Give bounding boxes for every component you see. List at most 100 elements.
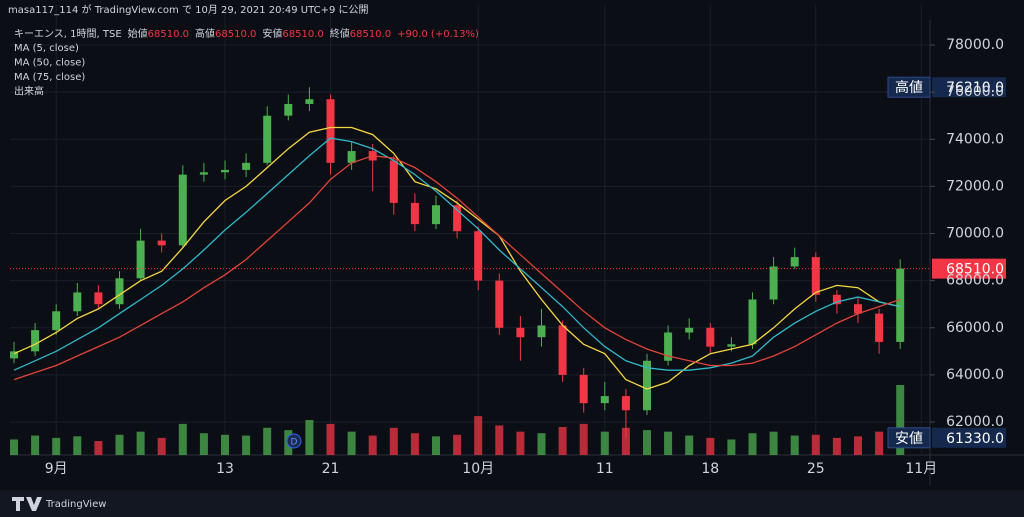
dividend-icon[interactable] xyxy=(286,433,302,449)
volume-bar xyxy=(136,431,145,455)
volume-bar xyxy=(305,420,314,455)
x-tick-label: 21 xyxy=(322,461,340,477)
ohlc-value: 68510.0 xyxy=(148,29,189,40)
candle-body xyxy=(790,257,799,267)
volume-bar xyxy=(643,430,651,455)
candle-body xyxy=(727,344,736,347)
volume-bar xyxy=(199,433,208,455)
y-tick-label: 78000.0 xyxy=(946,37,1004,53)
candle-body xyxy=(305,99,314,104)
ohlc-label: 始値 xyxy=(128,27,148,40)
volume-bar xyxy=(558,427,567,455)
ma-line xyxy=(13,137,901,371)
volume-bar xyxy=(875,431,884,455)
candle-body xyxy=(854,304,862,314)
footer-bar xyxy=(0,490,1024,517)
candle-body xyxy=(73,292,82,312)
volume-bar xyxy=(685,435,694,455)
volume-bar xyxy=(495,425,504,455)
footer-text: TradingView xyxy=(45,499,106,510)
marker-name: 安値 xyxy=(895,431,923,447)
x-tick-label: 18 xyxy=(701,461,719,477)
candle-body xyxy=(136,240,145,279)
candle-body xyxy=(52,311,61,331)
candle-body xyxy=(579,374,588,404)
y-tick-label: 72000.0 xyxy=(946,178,1004,194)
marker-value: 76210.0 xyxy=(946,80,1004,96)
candle-body xyxy=(453,205,462,232)
volume-bar xyxy=(537,433,546,455)
volume-bar xyxy=(769,431,778,455)
candle-body xyxy=(537,325,546,338)
volume-bar xyxy=(115,434,124,455)
marker-value: 61330.0 xyxy=(946,431,1004,447)
volume-bar xyxy=(854,436,862,455)
volume-bar xyxy=(432,436,440,455)
candle-body xyxy=(115,278,124,305)
x-tick-label: 9月 xyxy=(45,461,68,477)
candle-body xyxy=(389,160,398,203)
y-tick-label: 62000.0 xyxy=(946,414,1004,430)
header: masa117_114 が TradingView.com で 10月 29, … xyxy=(8,3,369,16)
ohlc-label: 高値 xyxy=(195,27,215,40)
volume-bar xyxy=(811,434,820,455)
dividend[interactable]: D xyxy=(286,433,302,449)
volume-bar xyxy=(453,434,462,455)
y-tick-label: 66000.0 xyxy=(946,320,1004,336)
ma-line xyxy=(13,155,901,381)
x-tick-label: 10月 xyxy=(462,461,494,477)
legend-entry: MA (5, close) xyxy=(14,43,79,54)
candle-body xyxy=(326,99,335,163)
volume-bar xyxy=(73,436,82,455)
volume-bar xyxy=(347,431,356,455)
candle-body xyxy=(811,257,820,295)
candle-body xyxy=(600,396,609,404)
y-tick-label: 64000.0 xyxy=(946,367,1004,383)
logo xyxy=(12,497,42,511)
candle-body xyxy=(769,266,778,300)
volume-bar xyxy=(516,431,525,455)
volume-bar xyxy=(389,427,398,455)
candle-body xyxy=(706,327,715,347)
candle-body xyxy=(875,313,884,342)
volume-bar xyxy=(221,434,229,455)
candle-body xyxy=(748,299,757,345)
symbol: キーエンス, 1時間, TSE xyxy=(14,28,122,40)
volume-bar xyxy=(52,437,61,455)
marker-name-box xyxy=(887,427,931,449)
y-tick-label: 74000.0 xyxy=(946,131,1004,147)
volume-bar xyxy=(579,423,588,455)
candle-body xyxy=(10,351,18,359)
candle-body xyxy=(558,325,567,375)
volume-bar xyxy=(410,433,419,455)
volume-bar xyxy=(157,437,166,455)
volume-bar xyxy=(31,435,40,455)
volume-bar xyxy=(474,416,483,455)
candle-body xyxy=(495,280,504,328)
candle-body xyxy=(832,294,841,305)
volume-bar xyxy=(326,423,335,455)
volume-bar xyxy=(178,423,187,455)
dividend-label[interactable]: D xyxy=(291,438,298,448)
candle-body xyxy=(242,162,251,170)
marker-value-box xyxy=(932,427,1006,448)
candle-body xyxy=(410,202,419,225)
last-price-box xyxy=(932,258,1006,279)
volume-bar xyxy=(706,437,715,455)
legend-entry: MA (50, close) xyxy=(14,58,85,69)
candle-body xyxy=(284,103,293,116)
legend-entry: MA (75, close) xyxy=(14,72,85,83)
candle-body xyxy=(896,268,905,342)
ohlc-label: 終値 xyxy=(330,27,350,40)
volume-bar xyxy=(263,427,272,455)
volume-bar xyxy=(368,435,377,455)
last-price-label: 68510.0 xyxy=(946,262,1004,278)
volume-bar xyxy=(790,435,799,455)
candle-body xyxy=(178,174,187,246)
volume-bar xyxy=(94,441,103,455)
y-tick-label: 68000.0 xyxy=(946,273,1004,289)
x-tick-label: 11月 xyxy=(905,461,937,477)
candle-body xyxy=(94,292,103,305)
